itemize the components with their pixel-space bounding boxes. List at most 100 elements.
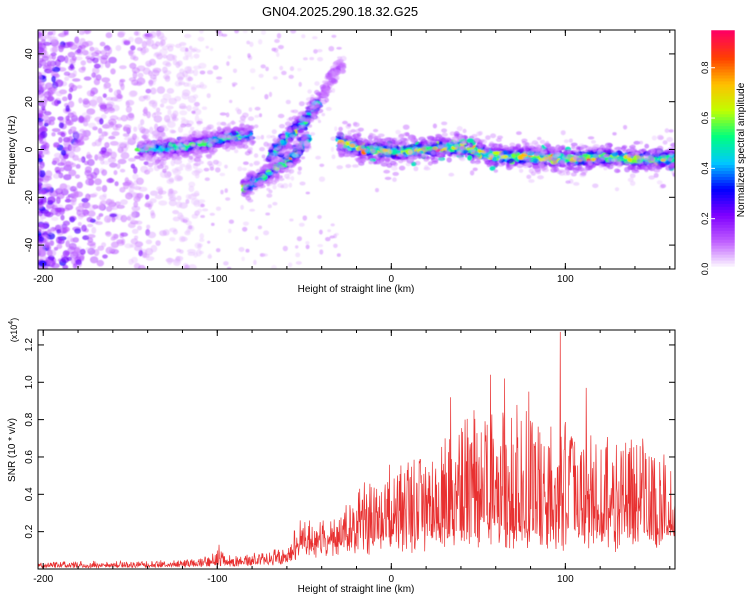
spectrogram-cell	[193, 69, 198, 76]
spectrogram-cell	[198, 63, 206, 69]
spectrogram-cell	[566, 154, 572, 159]
spectrogram-cell	[460, 140, 467, 143]
spectrogram-cell	[64, 29, 69, 35]
spectrogram-cell	[272, 202, 277, 206]
spectrogram-cell	[149, 127, 153, 134]
spectrogram-cell	[125, 100, 134, 106]
spectrogram-cell	[247, 53, 250, 58]
spectrogram-cell	[65, 57, 70, 64]
spectrogram-cell	[216, 248, 221, 252]
spectrogram-cell	[143, 113, 148, 117]
spectrogram-cell	[631, 144, 635, 147]
spectrogram-cell	[107, 218, 111, 222]
spectrogram-cell	[350, 142, 357, 146]
spectrogram-cell	[317, 215, 322, 219]
spectrogram-cell	[279, 66, 283, 71]
spectrogram-cell	[279, 124, 285, 128]
spectrogram-cell	[173, 59, 177, 66]
spectrogram-cell	[210, 213, 215, 216]
spectrogram-cell	[40, 249, 47, 256]
spectrogram-cell	[116, 126, 121, 131]
spectrogram-cell	[398, 147, 402, 151]
spectrogram-cell	[82, 130, 87, 137]
spectrogram-cell	[117, 205, 125, 209]
spectrogram-cell	[616, 169, 621, 173]
spectrogram-cell	[69, 217, 75, 223]
spectrogram-cell	[40, 225, 49, 230]
spectrogram-cell	[194, 54, 200, 59]
spectrogram-cell	[143, 152, 149, 157]
spectrogram-cell	[146, 240, 152, 245]
spectrogram-cell	[254, 161, 261, 165]
spectrogram-cell	[72, 56, 77, 61]
spectrogram-cell	[289, 117, 293, 121]
spectrogram-cell	[165, 76, 171, 82]
spectrogram-cell	[50, 47, 56, 52]
spectrogram-cell	[192, 106, 198, 111]
spectrogram-cell	[194, 191, 199, 197]
spectrogram-cell	[437, 152, 441, 157]
spectrogram-cell	[272, 185, 276, 190]
spectrogram-cell	[76, 49, 81, 54]
spectrogram-cell	[489, 141, 494, 146]
spectrogram-cell	[176, 249, 181, 253]
spectrogram-cell	[478, 131, 483, 135]
spectrogram-cell	[240, 205, 244, 210]
spectrogram-cell	[159, 230, 167, 236]
spectrogram-cell	[47, 31, 53, 35]
spectrogram-cell	[373, 129, 378, 132]
spectrogram-cell	[85, 41, 93, 47]
spectrogram-cell	[270, 179, 274, 183]
spectrogram-cell	[117, 241, 125, 246]
spectrogram-cell	[666, 137, 673, 142]
spectrogram-cell	[241, 257, 245, 262]
spectrogram-cell	[148, 167, 153, 172]
spectrogram-cell	[106, 32, 113, 38]
spectrogram-cell	[138, 73, 144, 78]
spectrogram-cell	[109, 163, 117, 168]
spectrogram-cell	[43, 211, 51, 216]
spectrogram-cell	[498, 163, 505, 167]
colorbar-label: Normalized spectral amplitude	[736, 82, 747, 217]
spectrogram-cell	[159, 152, 164, 157]
spectrogram-cell	[186, 229, 190, 234]
spectrogram-cell	[185, 199, 189, 204]
spectrogram-cell	[279, 178, 285, 181]
spectrogram-cell	[274, 137, 279, 142]
spectrogram-cell	[160, 104, 164, 108]
spectrogram-cell	[138, 140, 143, 144]
spectrogram-cell	[45, 83, 53, 90]
spectrogram-cell	[78, 98, 82, 104]
spectrogram-cell	[553, 160, 558, 165]
spectrogram-cell	[150, 198, 157, 203]
spectrogram-cell	[303, 141, 309, 146]
spectrogram-cell	[209, 146, 213, 150]
spectrogram-cell	[128, 113, 134, 119]
spectrogram-cell	[416, 151, 421, 156]
spectrogram-cell	[292, 135, 296, 139]
spectrogram-cell	[528, 179, 534, 183]
spectrogram-cell	[654, 173, 659, 178]
spectrogram-cell	[368, 161, 373, 164]
spectrogram-cell	[521, 139, 527, 143]
colorbar-tick-label: 0.6	[700, 112, 710, 125]
spectrogram-cell	[296, 261, 302, 265]
spectrogram-cell	[441, 128, 447, 132]
spectrogram-cell	[173, 229, 178, 234]
spectrogram-cell	[657, 180, 663, 184]
spectrogram-cell	[576, 158, 583, 163]
spectrogram-cell	[329, 236, 334, 239]
spectrogram-cell	[38, 120, 43, 126]
spectrogram-cell	[152, 68, 161, 73]
spectrogram-cell	[580, 172, 586, 176]
spectrogram-cell	[196, 121, 203, 124]
spectrogram-cell	[205, 177, 210, 181]
spectrogram-cell	[225, 197, 230, 200]
spectrogram-cell	[53, 173, 60, 179]
spectrogram-cell	[548, 156, 552, 161]
spectrogram-cell	[595, 158, 601, 163]
spectrogram-cell	[169, 188, 174, 194]
spectrogram-cell	[236, 145, 243, 149]
spectrogram-cell	[199, 251, 204, 255]
spectrogram-cell	[310, 132, 315, 136]
